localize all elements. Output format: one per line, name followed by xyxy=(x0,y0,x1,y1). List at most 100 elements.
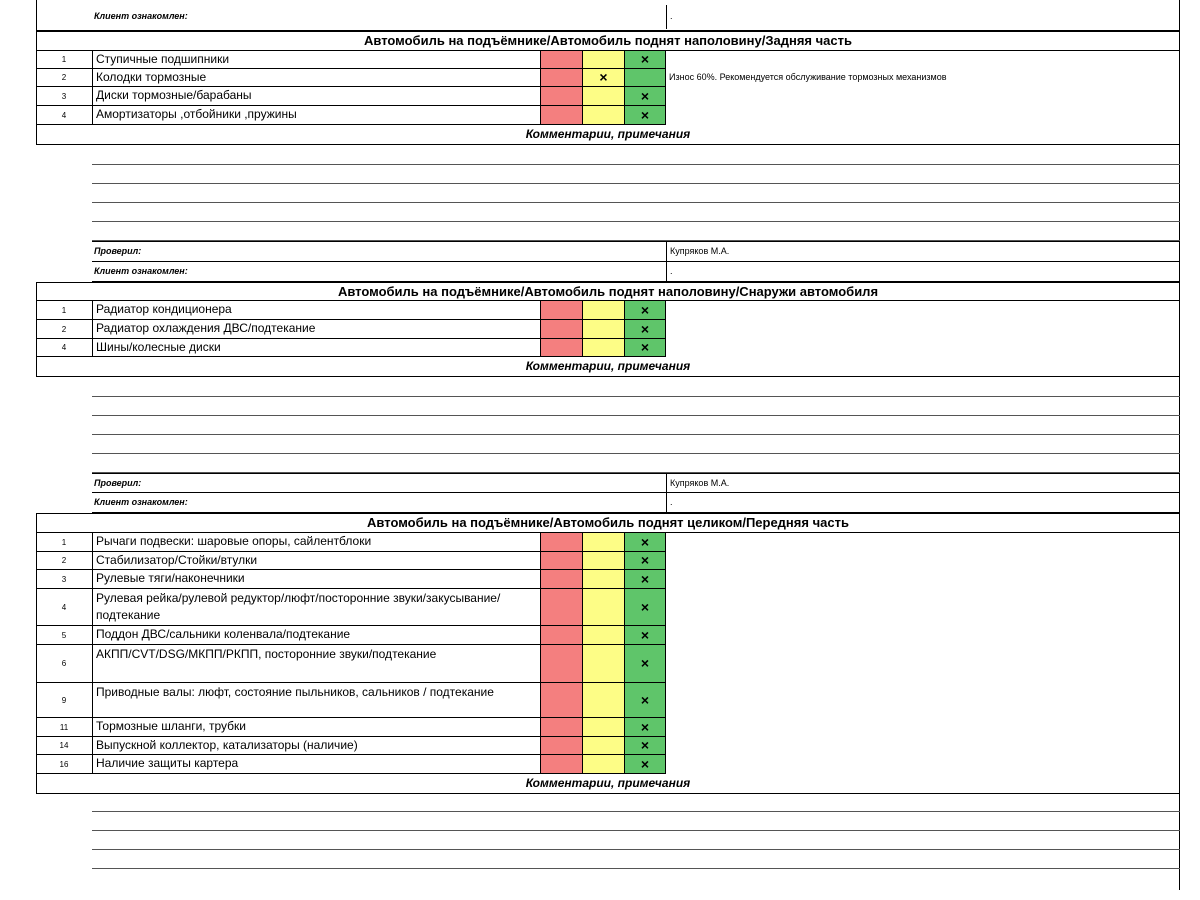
row-label: Амортизаторы ,отбойники ,пружины xyxy=(96,107,297,121)
comment-line[interactable] xyxy=(92,472,1180,473)
comment-line[interactable] xyxy=(92,221,1180,222)
comment-line[interactable] xyxy=(92,202,1180,203)
status-green-cell[interactable]: × xyxy=(624,533,665,551)
row-divider xyxy=(92,755,93,774)
checklist-row: 1 Ступичные подшипники × xyxy=(36,51,666,69)
comment-line[interactable] xyxy=(92,164,1180,165)
status-green-cell[interactable]: × xyxy=(624,645,665,682)
status-yellow-cell[interactable] xyxy=(582,645,624,682)
client-ack-row: Клиент ознакомлен:. xyxy=(92,493,1180,512)
status-yellow-cell[interactable] xyxy=(582,51,624,68)
status-green-cell[interactable]: × xyxy=(624,552,665,569)
status-red-cell[interactable] xyxy=(540,589,582,625)
row-bottom-border xyxy=(36,68,665,69)
meta-top-line xyxy=(92,241,1180,242)
comment-line[interactable] xyxy=(92,396,1180,397)
status-yellow-cell[interactable] xyxy=(582,683,624,717)
status-red-cell[interactable] xyxy=(540,320,582,338)
checklist-row: 16 Наличие защиты картера × xyxy=(36,755,666,774)
status-green-cell[interactable]: × xyxy=(624,301,665,319)
table-left-border xyxy=(36,533,37,794)
status-yellow-cell[interactable] xyxy=(582,106,624,124)
status-red-cell[interactable] xyxy=(540,552,582,569)
status-green-cell[interactable]: × xyxy=(624,626,665,644)
row-right-border xyxy=(665,51,666,69)
row-right-border xyxy=(665,570,666,589)
status-red-cell[interactable] xyxy=(540,626,582,644)
status-yellow-cell[interactable] xyxy=(582,589,624,625)
comment-line[interactable] xyxy=(92,415,1180,416)
row-bottom-border xyxy=(36,754,665,755)
row-right-border xyxy=(665,533,666,552)
status-red-cell[interactable] xyxy=(540,51,582,68)
status-yellow-cell[interactable] xyxy=(582,301,624,319)
status-red-cell[interactable] xyxy=(540,645,582,682)
row-label: Шины/колесные диски xyxy=(96,340,221,354)
status-green-cell[interactable]: × xyxy=(624,339,665,356)
comment-line[interactable] xyxy=(92,868,1180,869)
page-right-border xyxy=(1179,0,1180,890)
row-bottom-border xyxy=(36,569,665,570)
checked-by-value: Купряков М.А. xyxy=(670,478,730,488)
status-red-cell[interactable] xyxy=(540,737,582,754)
status-green-cell[interactable]: × xyxy=(624,589,665,625)
row-number: 5 xyxy=(61,631,67,640)
row-bottom-border xyxy=(36,86,665,87)
row-right-border xyxy=(665,339,666,357)
row-number: 3 xyxy=(61,92,67,101)
status-red-cell[interactable] xyxy=(540,755,582,773)
row-right-border xyxy=(665,718,666,737)
row-bottom-border xyxy=(36,124,665,125)
comment-line[interactable] xyxy=(92,183,1180,184)
status-red-cell[interactable] xyxy=(540,718,582,736)
status-green-cell[interactable]: × xyxy=(624,755,665,773)
status-yellow-cell[interactable] xyxy=(582,533,624,551)
row-right-border xyxy=(665,683,666,718)
status-red-cell[interactable] xyxy=(540,106,582,124)
checklist-row: 11 Тормозные шланги, трубки × xyxy=(36,718,666,737)
top-client-value: . xyxy=(670,11,673,21)
row-right-border xyxy=(665,87,666,106)
status-green-cell[interactable]: × xyxy=(624,51,665,68)
status-yellow-cell[interactable] xyxy=(582,718,624,736)
status-yellow-cell[interactable] xyxy=(582,87,624,105)
row-bottom-border xyxy=(36,105,665,106)
status-green-cell[interactable]: × xyxy=(624,718,665,736)
status-red-cell[interactable] xyxy=(540,301,582,319)
row-divider xyxy=(92,301,93,320)
status-red-cell[interactable] xyxy=(540,533,582,551)
status-red-cell[interactable] xyxy=(540,683,582,717)
checked-by-divider xyxy=(666,242,667,261)
status-red-cell[interactable] xyxy=(540,570,582,588)
checklist-row: 3 Рулевые тяги/наконечники × xyxy=(36,570,666,589)
status-red-cell[interactable] xyxy=(540,339,582,356)
comment-line[interactable] xyxy=(92,453,1180,454)
status-green-cell[interactable]: × xyxy=(624,737,665,754)
meta-mid-line xyxy=(92,261,1180,262)
comment-line[interactable] xyxy=(92,240,1180,241)
comment-line[interactable] xyxy=(92,830,1180,831)
status-green-cell[interactable] xyxy=(624,69,665,86)
status-yellow-cell[interactable] xyxy=(582,320,624,338)
comment-line[interactable] xyxy=(92,849,1180,850)
comment-line[interactable] xyxy=(92,811,1180,812)
status-yellow-cell[interactable] xyxy=(582,552,624,569)
status-yellow-cell[interactable] xyxy=(582,755,624,773)
status-green-cell[interactable]: × xyxy=(624,320,665,338)
status-red-cell[interactable] xyxy=(540,87,582,105)
status-yellow-cell[interactable] xyxy=(582,339,624,356)
row-number: 16 xyxy=(59,760,69,769)
status-yellow-cell[interactable]: × xyxy=(582,69,624,86)
status-red-cell[interactable] xyxy=(540,69,582,86)
status-yellow-cell[interactable] xyxy=(582,626,624,644)
comment-line[interactable] xyxy=(92,434,1180,435)
status-yellow-cell[interactable] xyxy=(582,737,624,754)
status-yellow-cell[interactable] xyxy=(582,570,624,588)
status-green-cell[interactable]: × xyxy=(624,106,665,124)
meta-bottom-line xyxy=(92,281,1180,282)
status-green-cell[interactable]: × xyxy=(624,87,665,105)
row-label: Колодки тормозные xyxy=(96,70,207,84)
checked-by-value: Купряков М.А. xyxy=(670,246,730,256)
status-green-cell[interactable]: × xyxy=(624,570,665,588)
status-green-cell[interactable]: × xyxy=(624,683,665,717)
